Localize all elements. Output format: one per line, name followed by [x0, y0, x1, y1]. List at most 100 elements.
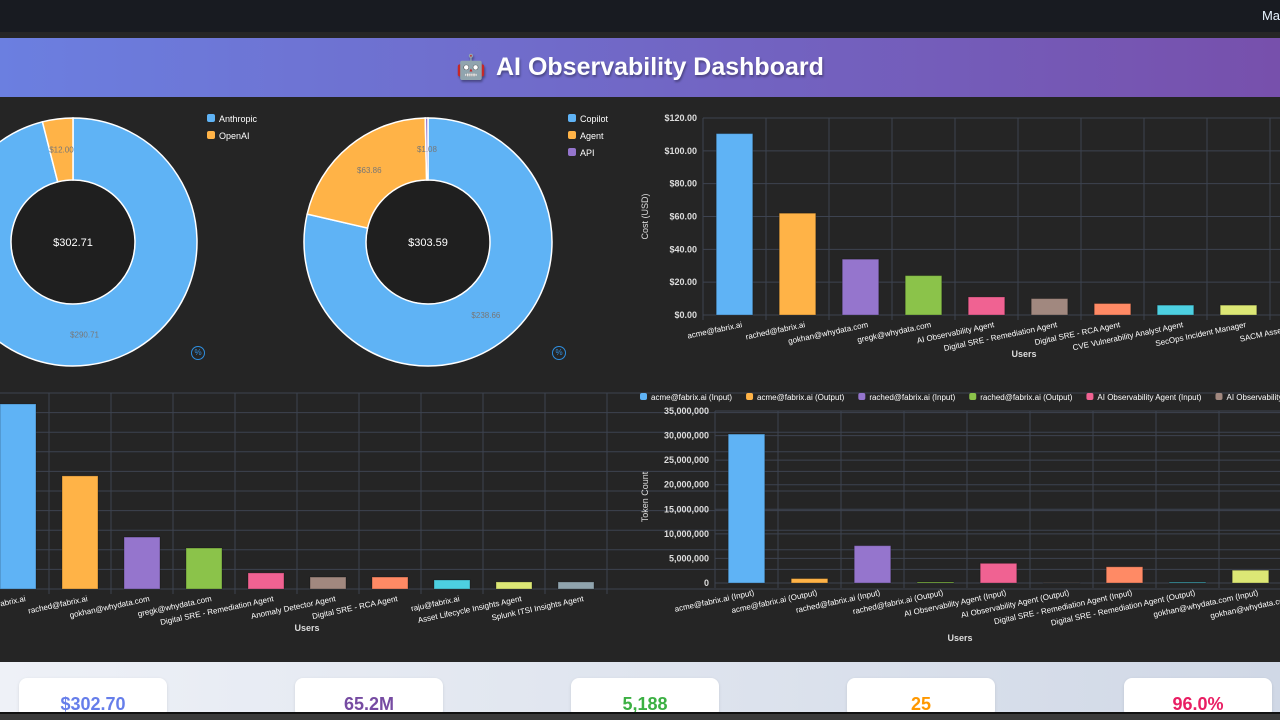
stat-card-total-cost: $302.70	[19, 678, 167, 718]
bar-gokhan-whydata-com-input-	[1231, 569, 1270, 584]
charts-area: Anthropic OpenAI $290.71 $12.00 $302.71 Copil…	[0, 97, 1280, 660]
bar-gregk-whydata-com	[904, 275, 943, 316]
bar-acme-fabrix-ai	[715, 133, 754, 316]
stat-value: 65.2M	[343, 694, 395, 714]
dashboard-header: 🤖 AI Observability Dashboard	[0, 38, 1280, 97]
bar-digital-sre-remediation-agent	[247, 572, 285, 590]
legend-label-api: API	[580, 148, 595, 158]
donut-center-total: $302.71	[53, 237, 93, 249]
legend-swatch	[640, 393, 647, 400]
slice-data-label: $1.08	[417, 145, 438, 154]
percent-toggle-button[interactable]: %	[191, 346, 205, 360]
y-tick-label: 35,000,000	[664, 406, 709, 416]
bar-rached-fabrix-ai-input-	[853, 545, 892, 584]
legend-swatch	[1215, 393, 1223, 400]
bar-gokhan-whydata-com	[841, 258, 880, 316]
bar-acme-fabrix-ai	[0, 403, 37, 590]
x-tick-label: acme@fabrix.ai	[687, 320, 744, 340]
legend-label-copilot: Copilot	[580, 114, 609, 124]
stats-row: $302.70 65.2M 5,188 25 96.0%	[0, 662, 1280, 718]
bar-gokhan-whydata-com	[123, 536, 161, 590]
legend-swatch	[969, 393, 977, 400]
bar-cve-vulnerability-analyst-agent	[1156, 304, 1195, 316]
slice-data-label: $12.00	[49, 146, 74, 155]
legend-label-openai: OpenAI	[219, 131, 250, 141]
stat-value: 5,188	[622, 694, 668, 714]
donut-slice-openai	[41, 117, 74, 183]
page-title: AI Observability Dashboard	[496, 53, 824, 81]
bar-rached-fabrix-ai	[61, 475, 99, 590]
bar-ai-observability-agent-input-	[979, 562, 1018, 584]
bottom-bar	[0, 712, 1280, 720]
bar-raju-fabrix-ai	[433, 579, 471, 590]
y-tick-label: 20,000,000	[664, 480, 709, 490]
donut-slice-agent	[306, 117, 428, 229]
y-tick-label: 0	[704, 578, 709, 588]
legend-swatch	[568, 114, 576, 122]
bar-digital-sre-remediation-agent-input-	[1105, 566, 1144, 584]
bar-digital-sre-rca-agent	[1093, 303, 1132, 316]
x-axis-title: Users	[947, 633, 972, 643]
y-tick-label: $120.00	[664, 113, 697, 123]
stat-card-success-rate: 96.0%	[1124, 678, 1272, 718]
user-menu[interactable]: Ma	[1261, 8, 1280, 23]
robot-icon: 🤖	[456, 54, 486, 81]
y-axis-title: Token Count	[640, 471, 650, 522]
bar-gregk-whydata-com	[185, 547, 223, 590]
legend-label-anthropic: Anthropic	[219, 114, 258, 124]
bar-digital-sre-rca-agent	[371, 576, 409, 590]
x-axis-title: Users	[1011, 349, 1036, 359]
y-tick-label: 10,000,000	[664, 529, 709, 539]
legend-swatch	[1086, 393, 1094, 400]
donut-center-total: $303.59	[408, 237, 448, 249]
donut-slice-copilot	[303, 117, 553, 367]
bar-rached-fabrix-ai-output-	[916, 581, 955, 584]
legend-label: rached@fabrix.ai (Input)	[869, 393, 955, 402]
bar-anomaly-detector-agent	[309, 576, 347, 590]
bar-splunk-itsi-insights-agent	[557, 581, 595, 590]
legend-label-agent: Agent	[580, 131, 604, 141]
bar-digital-sre-remediation-agent-output-	[1168, 581, 1207, 584]
x-tick-label: acme@fabrix.ai	[0, 594, 27, 614]
legend-swatch	[207, 114, 215, 122]
legend-swatch	[746, 393, 754, 400]
legend-label: acme@fabrix.ai (Input)	[651, 393, 732, 402]
y-tick-label: $60.00	[669, 212, 697, 222]
charts-canvas: Anthropic OpenAI $290.71 $12.00 $302.71 Copil…	[0, 113, 1280, 643]
y-tick-label: 5,000,000	[669, 553, 709, 563]
slice-data-label: $238.66	[471, 311, 500, 320]
stat-card-total-tokens: 65.2M	[295, 678, 443, 718]
y-tick-label: $0.00	[674, 310, 697, 320]
y-tick-label: 15,000,000	[664, 504, 709, 514]
bar-acme-fabrix-ai-output-	[790, 578, 829, 584]
donut-slice-api	[424, 117, 429, 181]
y-tick-label: $40.00	[669, 244, 697, 254]
donut-hole	[12, 181, 134, 303]
y-tick-label: $20.00	[669, 277, 697, 287]
legend-label: AI Observability Agent (Input)	[1097, 393, 1201, 402]
bar-secops-incident-manager	[1219, 304, 1258, 316]
percent-toggle-button[interactable]: %	[552, 346, 566, 360]
stat-value: 96.0%	[1172, 694, 1224, 714]
legend-label: acme@fabrix.ai (Output)	[757, 393, 845, 402]
legend-swatch	[568, 131, 576, 139]
donut-slice-anthropic	[0, 117, 198, 367]
slice-data-label: $63.86	[357, 166, 382, 175]
stat-card-requests: 5,188	[571, 678, 719, 718]
top-bar: Ma	[0, 0, 1280, 32]
y-tick-label: 30,000,000	[664, 431, 709, 441]
stat-card-users: 25	[847, 678, 995, 718]
stat-value: $302.70	[60, 694, 126, 714]
bar-rached-fabrix-ai	[778, 212, 817, 316]
legend-label: AI Observability Ag	[1226, 393, 1280, 402]
bar-digital-sre-remediation-agent	[1030, 298, 1069, 316]
bar-asset-lifecycle-insights-agent	[495, 581, 533, 590]
slice-data-label: $290.71	[70, 330, 99, 339]
stat-value: 25	[910, 694, 932, 714]
y-tick-label: $80.00	[669, 179, 697, 189]
legend-swatch	[568, 148, 576, 156]
legend-label: rached@fabrix.ai (Output)	[980, 393, 1072, 402]
bar-acme-fabrix-ai-input-	[727, 433, 766, 584]
y-tick-label: $100.00	[664, 146, 697, 156]
bar-ai-observability-agent	[967, 296, 1006, 316]
